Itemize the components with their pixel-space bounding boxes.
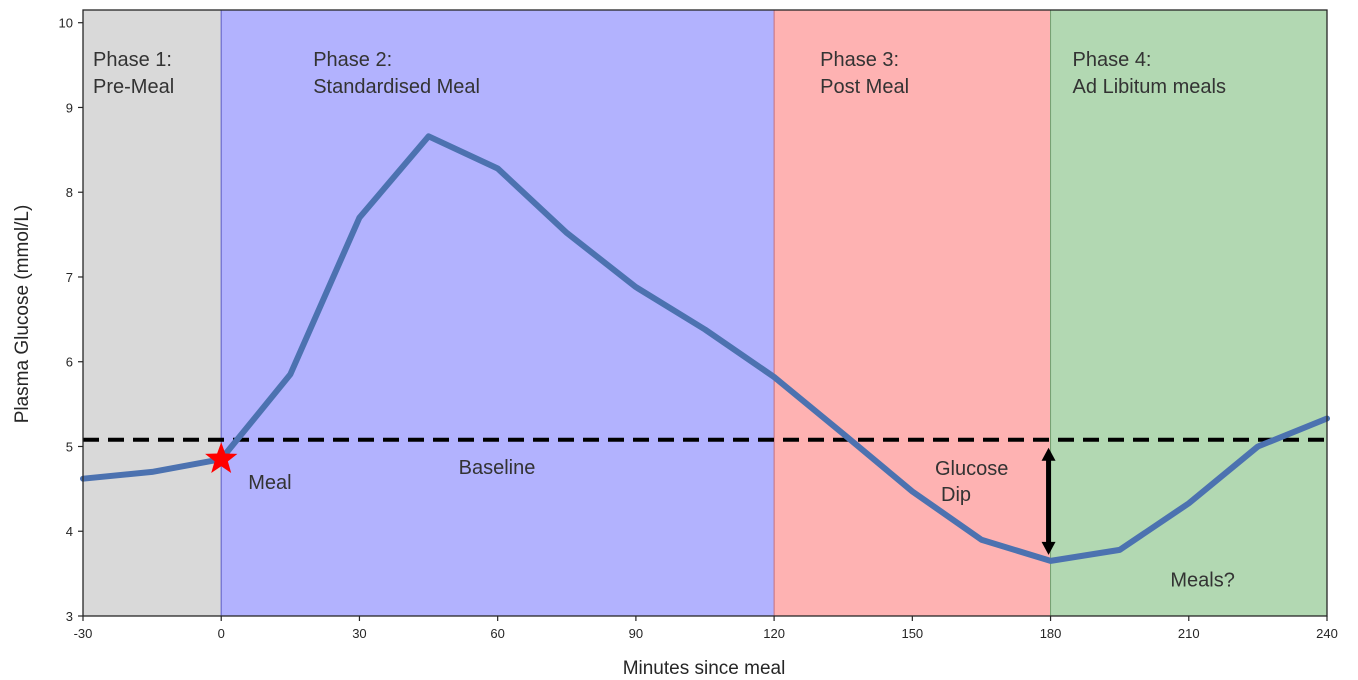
meal-label: Meal: [248, 472, 291, 494]
y-tick-label: 8: [66, 185, 73, 200]
x-tick-label: 150: [901, 626, 923, 641]
y-tick-label: 6: [66, 355, 73, 370]
x-tick-label: 120: [763, 626, 785, 641]
phase-band-2: [221, 10, 775, 616]
x-tick-label: 240: [1316, 626, 1338, 641]
phase-band-1: [83, 10, 222, 616]
phase-4-subtitle: Ad Libitum meals: [1073, 76, 1226, 98]
y-tick-label: 4: [66, 524, 73, 539]
y-axis-label: Plasma Glucose (mmol/L): [12, 205, 33, 424]
y-tick-label: 7: [66, 270, 73, 285]
dip-arrow-head-down: [1041, 541, 1056, 555]
plot-border: [82, 9, 1328, 617]
annotation-labels: Phase 1: Pre-Meal Phase 2: Standardised Mea…: [93, 49, 1235, 591]
glucose-dip-label-1: Glucose: [935, 458, 1008, 480]
y-tick-label: 9: [66, 100, 73, 115]
phase-band-4: [1050, 10, 1327, 616]
series-layer: [80, 133, 1330, 564]
phase-3-title: Phase 3:: [820, 49, 899, 71]
phase-3-subtitle: Post Meal: [820, 76, 909, 98]
phase-band-3: [774, 10, 1051, 616]
x-tick-label: 180: [1040, 626, 1062, 641]
phase-1-subtitle: Pre-Meal: [93, 76, 174, 98]
annotation-label: Meals?: [1170, 569, 1234, 591]
x-tick-label: 0: [218, 626, 225, 641]
y-tick-label: 10: [59, 16, 73, 31]
x-tick-label: 210: [1178, 626, 1200, 641]
x-tick-label: 90: [629, 626, 643, 641]
phase-2-title: Phase 2:: [313, 49, 392, 71]
x-axis-label: Minutes since meal: [623, 658, 786, 679]
y-tick-label: 5: [66, 439, 73, 454]
phase-2-subtitle: Standardised Meal: [313, 76, 480, 98]
x-tick-label: 30: [352, 626, 366, 641]
marker-layer: [205, 442, 1056, 555]
glucose-dip-label-2: Dip: [941, 484, 971, 506]
x-tick-label: -30: [74, 626, 93, 641]
dip-arrow-head-up: [1041, 447, 1056, 461]
x-tick-label: 60: [490, 626, 504, 641]
phase-4-title: Phase 4:: [1073, 49, 1152, 71]
y-tick-label: 3: [66, 609, 73, 624]
baseline-label: Baseline: [459, 457, 536, 479]
phase-bands: [83, 10, 1327, 616]
phase-1-title: Phase 1:: [93, 49, 172, 71]
plot-frame: [82, 9, 1328, 617]
axis-ticks: -30 0 30 60 90 120 150 180 210 240 3 4 5 6 7 8 9 10: [59, 16, 1338, 641]
meal-star-icon: [205, 442, 238, 473]
